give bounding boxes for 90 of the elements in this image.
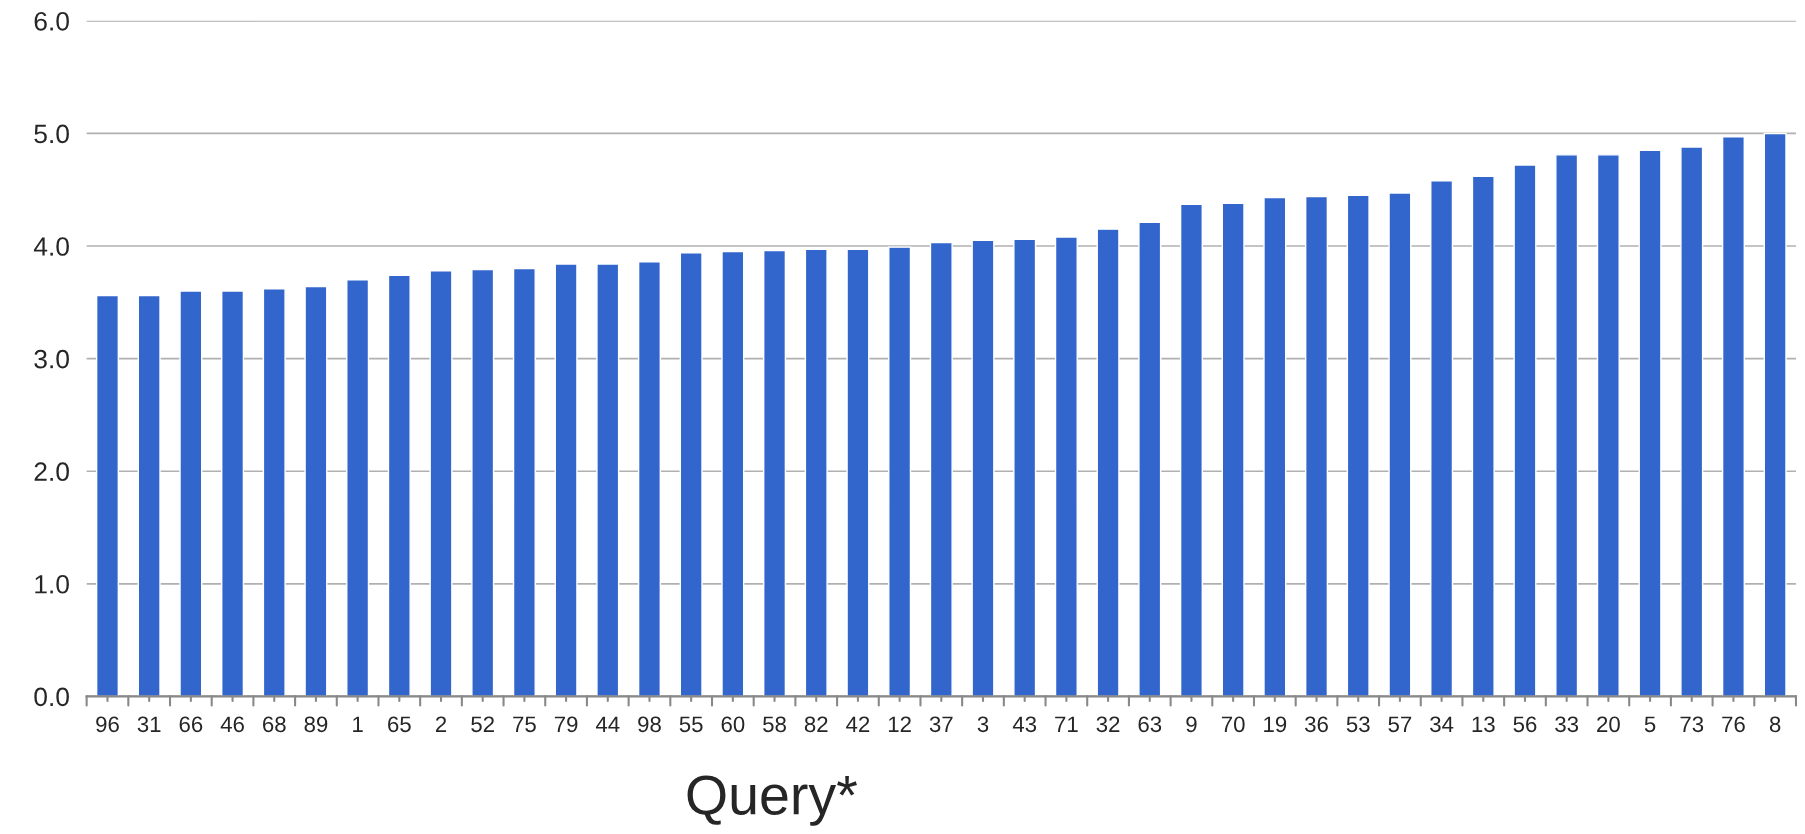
x-tick-label: 8 bbox=[1769, 716, 1781, 733]
x-tick-label: 13 bbox=[1472, 716, 1495, 733]
x-tick-label: 75 bbox=[513, 716, 536, 733]
bar bbox=[1013, 238, 1037, 697]
bar bbox=[554, 263, 578, 697]
x-tick-label: 5 bbox=[1644, 716, 1656, 733]
bar bbox=[137, 294, 161, 697]
bar bbox=[596, 263, 620, 697]
bar bbox=[1096, 228, 1120, 697]
bar bbox=[387, 274, 411, 697]
x-tick-label: 70 bbox=[1221, 716, 1245, 733]
x-tick-label: 98 bbox=[638, 716, 661, 733]
bar bbox=[1638, 149, 1662, 697]
y-tick-label: 1.0 bbox=[35, 574, 69, 594]
bar bbox=[804, 248, 828, 697]
bar bbox=[763, 249, 787, 697]
x-tick-label: 57 bbox=[1388, 716, 1412, 733]
bar bbox=[1388, 192, 1412, 697]
x-tick-label: 96 bbox=[96, 716, 119, 733]
bar bbox=[1179, 203, 1203, 697]
bar bbox=[1721, 136, 1745, 697]
x-tick-label: 20 bbox=[1597, 716, 1620, 733]
y-tick-label: 3.0 bbox=[34, 349, 69, 369]
x-tick-label: 82 bbox=[804, 716, 828, 733]
x-tick-label: 9 bbox=[1186, 716, 1197, 733]
bar bbox=[637, 261, 662, 697]
x-tick-label: 33 bbox=[1555, 716, 1579, 733]
bar bbox=[1763, 132, 1787, 697]
x-tick-label: 65 bbox=[388, 716, 411, 733]
bar bbox=[721, 250, 745, 697]
bar bbox=[346, 279, 370, 697]
bar bbox=[1555, 154, 1579, 697]
x-tick-label: 60 bbox=[721, 716, 745, 733]
x-tick-label: 89 bbox=[304, 716, 328, 733]
bar bbox=[1263, 196, 1287, 697]
x-tick-label: 31 bbox=[137, 716, 161, 733]
bar bbox=[1680, 146, 1704, 697]
x-tick-label: 66 bbox=[179, 716, 203, 733]
x-tick-label: 44 bbox=[595, 716, 620, 732]
bar bbox=[429, 270, 453, 697]
bar bbox=[1054, 236, 1078, 697]
y-tick-label: 2.0 bbox=[34, 462, 69, 482]
bar bbox=[888, 246, 912, 697]
bar bbox=[95, 294, 120, 697]
x-tick-label: 53 bbox=[1346, 716, 1370, 733]
bar bbox=[1471, 175, 1495, 697]
x-tick-label: 58 bbox=[763, 716, 786, 733]
bar bbox=[1346, 194, 1370, 697]
x-tick-label: 79 bbox=[554, 716, 578, 733]
bar bbox=[1430, 180, 1454, 697]
bar bbox=[846, 248, 870, 697]
x-tick-label: 12 bbox=[888, 716, 911, 732]
x-tick-label: 76 bbox=[1722, 716, 1745, 733]
x-tick-label: 55 bbox=[679, 716, 703, 733]
x-tick-label: 3 bbox=[977, 716, 989, 733]
x-tick-label: 1 bbox=[353, 716, 363, 732]
x-tick-label: 36 bbox=[1305, 716, 1328, 733]
bar bbox=[1221, 202, 1245, 697]
x-tick-label: 2 bbox=[435, 716, 447, 732]
bar bbox=[179, 290, 203, 697]
x-tick-label: 37 bbox=[929, 716, 953, 733]
x-tick-label: 42 bbox=[846, 716, 870, 732]
bar bbox=[262, 288, 286, 697]
y-tick-label: 0.0 bbox=[34, 687, 69, 707]
bar bbox=[1138, 221, 1162, 697]
x-axis-title: Query* bbox=[687, 775, 857, 826]
bar bbox=[1304, 195, 1329, 697]
x-tick-label: 34 bbox=[1430, 716, 1454, 733]
x-tick-label: 56 bbox=[1513, 716, 1537, 733]
bar bbox=[471, 268, 495, 697]
bar bbox=[971, 239, 995, 697]
bar bbox=[1596, 154, 1620, 697]
x-tick-label: 63 bbox=[1138, 716, 1162, 733]
y-tick-label: 4.0 bbox=[33, 237, 69, 256]
x-tick-label: 71 bbox=[1055, 716, 1078, 732]
bar bbox=[304, 285, 328, 697]
x-tick-label: 46 bbox=[220, 716, 244, 733]
x-tick-label: 52 bbox=[471, 716, 494, 733]
bar bbox=[929, 241, 953, 697]
x-tick-label: 43 bbox=[1012, 716, 1037, 733]
x-tick-label: 68 bbox=[263, 716, 286, 733]
bar bbox=[679, 252, 703, 697]
x-tick-label: 19 bbox=[1264, 716, 1287, 733]
bar bbox=[221, 290, 245, 697]
bar bbox=[512, 267, 536, 697]
x-tick-label: 73 bbox=[1680, 716, 1704, 733]
x-tick-label: 32 bbox=[1096, 716, 1120, 733]
bar bbox=[1513, 164, 1537, 697]
y-tick-label: 6.0 bbox=[34, 11, 69, 31]
y-tick-label: 5.0 bbox=[34, 124, 69, 144]
